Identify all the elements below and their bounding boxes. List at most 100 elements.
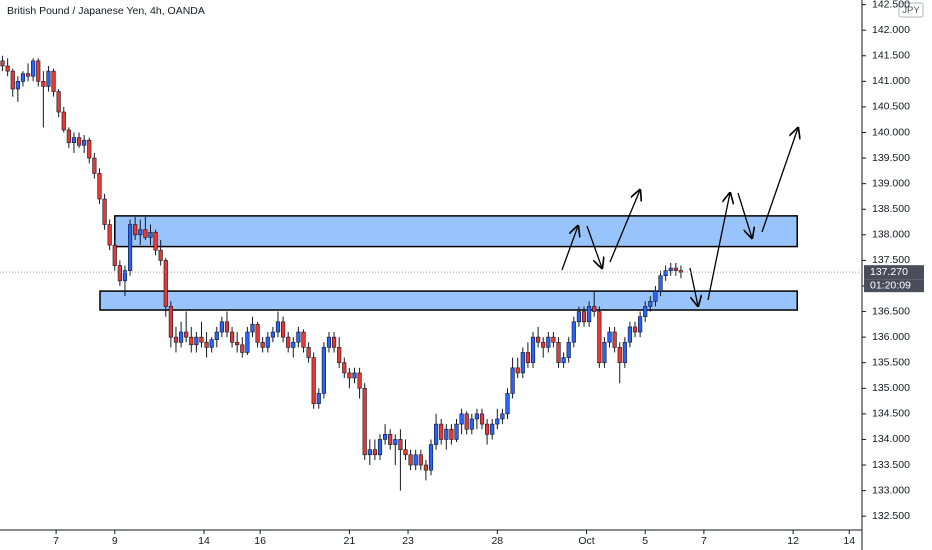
y-tick-label: 142.500 bbox=[872, 0, 910, 10]
candle-body bbox=[648, 301, 653, 307]
candle-body bbox=[530, 336, 536, 364]
candle-body bbox=[372, 449, 377, 456]
candle-body bbox=[311, 357, 316, 404]
arrow bbox=[609, 190, 640, 263]
y-tick-label: 138.500 bbox=[872, 203, 910, 215]
candle-body bbox=[82, 139, 87, 146]
candle-body bbox=[428, 444, 434, 471]
candle-body bbox=[229, 331, 235, 343]
candle-body bbox=[316, 393, 321, 404]
y-tick-label: 136.000 bbox=[872, 331, 910, 343]
x-tick-label: 21 bbox=[344, 535, 356, 547]
candle-body bbox=[138, 229, 143, 236]
candle-body bbox=[454, 423, 459, 440]
candle-body bbox=[668, 267, 673, 271]
zones bbox=[99, 215, 798, 311]
candle-body bbox=[505, 393, 510, 415]
y-tick-label: 142.000 bbox=[872, 24, 910, 36]
currency-badge[interactable] bbox=[898, 2, 924, 18]
candle-body bbox=[398, 439, 403, 450]
candle-body bbox=[459, 413, 464, 425]
candle-body bbox=[352, 372, 357, 379]
candle-body bbox=[347, 372, 352, 379]
candle-body bbox=[607, 331, 612, 343]
candle-body bbox=[357, 372, 362, 389]
candle-body bbox=[449, 428, 454, 440]
chart-title: British Pound / Japanese Yen, 4h, OANDA bbox=[7, 5, 205, 17]
y-tick-label: 139.000 bbox=[872, 177, 910, 189]
candle-body bbox=[36, 60, 41, 82]
x-tick-label: 14 bbox=[198, 535, 210, 547]
last-price-badge bbox=[864, 265, 924, 280]
candle-body bbox=[510, 367, 515, 394]
candle-body bbox=[15, 81, 20, 90]
candle-body bbox=[286, 336, 291, 348]
candle-body bbox=[275, 321, 281, 333]
candle-body bbox=[168, 306, 173, 338]
currency-label[interactable]: JPY bbox=[902, 5, 920, 16]
candle-body bbox=[260, 341, 265, 348]
candle-body bbox=[500, 413, 505, 420]
candle-body bbox=[66, 129, 71, 144]
candle-body bbox=[571, 321, 576, 343]
candle-body bbox=[255, 324, 260, 343]
arrow bbox=[561, 226, 578, 271]
candle-body bbox=[393, 439, 398, 445]
candle-body bbox=[551, 336, 556, 343]
candle-body bbox=[383, 434, 388, 440]
candle-body bbox=[61, 111, 66, 131]
candle-body bbox=[546, 336, 551, 348]
candle-body bbox=[423, 464, 428, 471]
arrow bbox=[707, 193, 730, 301]
candle-body bbox=[479, 413, 485, 425]
candle-body bbox=[194, 336, 199, 346]
y-tick-label: 140.000 bbox=[872, 126, 910, 138]
y-tick-label: 138.000 bbox=[872, 229, 910, 241]
candle-body bbox=[602, 341, 607, 364]
x-tick-label: 23 bbox=[402, 535, 414, 547]
x-tick-label: 9 bbox=[112, 535, 118, 547]
x-tick-label: 28 bbox=[491, 535, 503, 547]
candle-body bbox=[342, 362, 347, 374]
candle-body bbox=[673, 267, 678, 271]
candle-body bbox=[25, 73, 31, 77]
candle-body bbox=[5, 65, 10, 72]
y-tick-label: 133.500 bbox=[872, 459, 910, 471]
candle-body bbox=[643, 306, 648, 317]
candle-body bbox=[56, 91, 61, 113]
x-tick-label: 7 bbox=[53, 535, 59, 547]
candle-body bbox=[199, 336, 204, 343]
candle-body bbox=[653, 290, 658, 302]
candle-body bbox=[46, 70, 51, 87]
candle-body bbox=[148, 231, 153, 238]
candle-body bbox=[597, 311, 602, 364]
y-tick-label: 135.500 bbox=[872, 356, 910, 368]
countdown-badge bbox=[864, 279, 924, 293]
candle-body bbox=[133, 224, 138, 236]
candle-body bbox=[291, 341, 296, 348]
y-tick-label: 140.500 bbox=[872, 101, 910, 113]
candle-body bbox=[566, 341, 571, 358]
candle-body bbox=[122, 270, 128, 282]
x-tick-label: 14 bbox=[843, 535, 855, 547]
zone bbox=[99, 290, 798, 311]
candle-body bbox=[219, 321, 224, 333]
arrow bbox=[689, 267, 698, 306]
candle-body bbox=[638, 316, 643, 333]
candle-body bbox=[153, 231, 158, 251]
candle-body bbox=[362, 387, 367, 456]
candle-body bbox=[10, 70, 15, 90]
candle-body bbox=[561, 357, 566, 364]
candle-body bbox=[20, 73, 26, 82]
candle-body bbox=[51, 70, 56, 92]
y-tick-label: 133.000 bbox=[872, 484, 910, 496]
candles bbox=[0, 55, 684, 491]
candle-body bbox=[485, 423, 490, 435]
candle-body bbox=[92, 157, 97, 174]
x-tick-label: 5 bbox=[642, 535, 648, 547]
candle-body bbox=[377, 439, 383, 456]
candle-body bbox=[245, 331, 250, 353]
arrow bbox=[761, 128, 798, 233]
y-tick-label: 141.000 bbox=[872, 75, 910, 87]
